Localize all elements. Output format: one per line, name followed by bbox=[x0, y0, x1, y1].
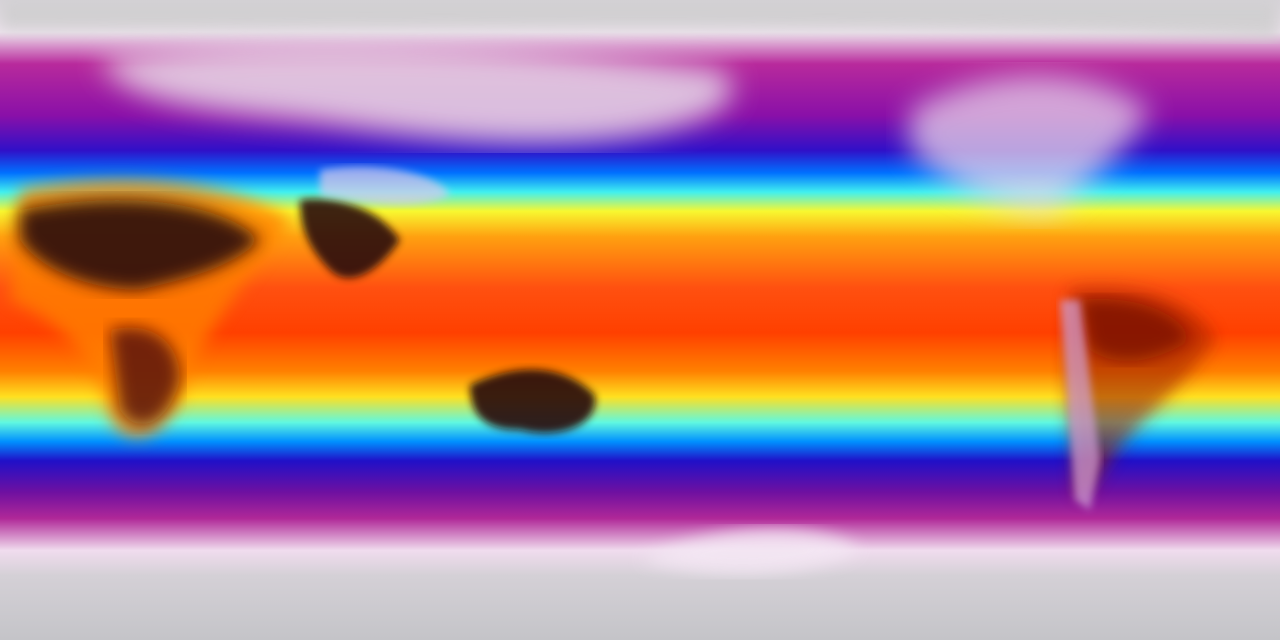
australia-region bbox=[470, 369, 596, 434]
southern-africa-region bbox=[110, 327, 180, 425]
arctic-gray-region bbox=[0, 0, 1280, 40]
andes-region bbox=[1060, 300, 1100, 510]
tibet-region bbox=[320, 166, 450, 205]
land-features bbox=[0, 0, 1280, 575]
north-asia-region bbox=[100, 41, 733, 143]
north-america-region bbox=[910, 76, 1150, 215]
sahara-region bbox=[20, 200, 260, 290]
arabia-india-region bbox=[300, 199, 400, 279]
antarctic-swirl-region bbox=[640, 528, 860, 575]
amazon-region bbox=[1080, 299, 1190, 361]
